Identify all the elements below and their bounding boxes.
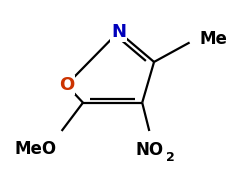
Text: MeO: MeO <box>14 140 56 158</box>
Text: 2: 2 <box>166 151 175 164</box>
Text: NO: NO <box>135 141 163 159</box>
Text: O: O <box>59 76 74 94</box>
Text: Me: Me <box>199 30 227 48</box>
Text: N: N <box>111 23 126 41</box>
